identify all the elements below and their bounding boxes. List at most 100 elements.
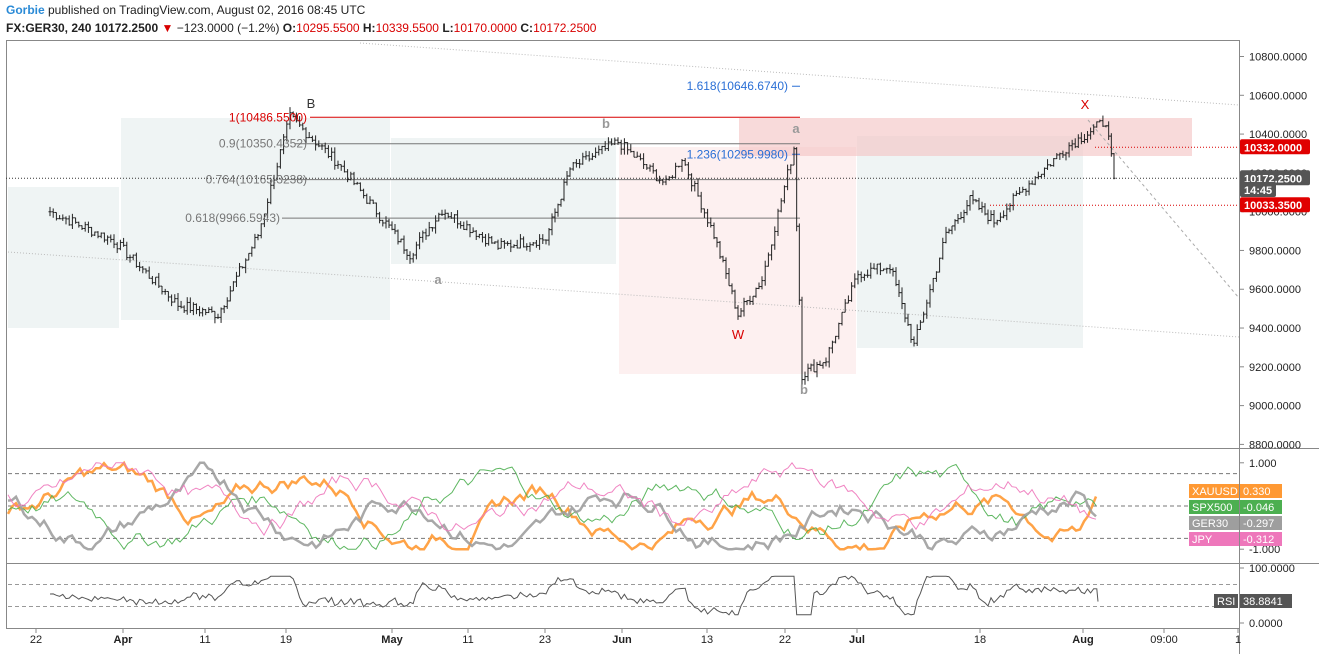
zone-rectangles [8,118,1192,374]
zone-box-5 [857,136,1083,348]
trend-lines [7,42,1240,338]
time-tick-label: May [381,634,403,646]
fib-label: 1.236(10295.9980) [687,147,788,161]
price-tag-bg [1240,181,1276,197]
corr-series-spx500 [7,463,1097,551]
time-tick-label: 1 [1235,634,1241,646]
wave-label-a: a [792,121,800,136]
price-tag-bg [1240,170,1310,186]
correlation-pane: 1.000 -1.000 [6,458,1280,556]
wave-label-w: W [732,327,745,342]
price-axis: 10800.000010600.000010400.000010200.0000… [1239,52,1307,451]
legend-value-bg [1240,532,1282,546]
rsi-tick-label: 0.0000 [1249,618,1283,630]
legend-name-bg [1189,516,1239,530]
price-tick-label: 10400.0000 [1249,129,1307,141]
legend-name-bg [1189,500,1239,514]
close-value: 10172.2500 [533,21,597,35]
time-tick-label: Jun [612,634,632,646]
upper-trendline [359,42,1240,106]
high-value: 10339.5500 [375,21,439,35]
price-tag-label: 14:45 [1244,185,1272,197]
time-tick-label: Jul [849,634,865,646]
fib-label: 0.618(9966.5943) [185,211,280,225]
price-tag-bg [1240,197,1310,213]
chart-frame [6,40,1319,654]
price-tick-label: 10600.0000 [1249,90,1307,102]
legend-value-bg [1240,500,1282,514]
open-value: 10295.5500 [296,21,360,35]
corr-series-ger30 [7,461,1097,552]
wave-label-a: a [434,272,442,287]
legend-value: -0.297 [1243,518,1274,530]
wave-label-x: X [1081,97,1090,112]
open-label: O: [282,21,297,35]
rsi-name: RSI [1217,596,1235,608]
corr-tick-label: -1.000 [1249,544,1280,556]
legend-value: 0.330 [1243,486,1271,498]
low-value: 10170.0000 [453,21,518,35]
zone-box-6 [739,118,1192,156]
time-tick-label: 13 [701,634,713,646]
legend-value: -0.312 [1243,534,1274,546]
legend-name-bg [1189,532,1239,546]
fib-label: 1.618(10646.6740) [687,79,788,93]
price-tick-label: 9400.0000 [1249,323,1301,335]
low-label: L: [442,21,454,35]
time-tick-label: 11 [462,634,473,646]
legend-name: GER30 [1192,518,1228,530]
price-tick-label: 10800.0000 [1249,52,1307,64]
down-triangle-icon: ▼ [161,21,174,35]
wave-label-b: b [602,116,610,131]
price-tick-label: 9800.0000 [1249,245,1301,257]
zone-box-2 [121,118,390,320]
legend-name: JPY [1192,534,1213,546]
rsi-tick-label: 100.0000 [1249,563,1295,575]
price-tag-label: 10033.3500 [1244,200,1302,212]
fib-lines [282,85,800,219]
time-tick-label: 19 [280,634,292,646]
time-tick-label: 22 [30,634,42,646]
time-tick-label: Apr [114,634,134,646]
high-label: H: [362,21,376,35]
correlation-legend: XAUUSD 0.330 SPX500 -0.046 GER30 -0.297 JPY -0.… [1189,484,1282,546]
legend-name: SPX500 [1192,502,1232,514]
price-change: −123.0000 (−1.2%) [176,21,280,35]
time-tick-label: 11 [199,634,210,646]
publish-line: Gorbie published on TradingView.com, Aug… [6,3,365,17]
price-tick-label: 9600.0000 [1249,284,1301,296]
symbol-name: FX:GER30, 240 [6,21,92,35]
fib-label: 0.9(10350.4352) [219,137,307,151]
candle-series [48,107,1116,386]
fib-label: 1(10486.5500) [229,110,307,124]
price-tag-bg [1240,139,1310,155]
last-price: 10172.2500 [94,21,159,35]
rsi-name-bg [1214,594,1238,608]
legend-value: -0.046 [1243,502,1274,514]
wave-label-b: b [800,382,808,397]
corr-series-jpy [7,461,1097,537]
wave-labels: Ba b Wa b X [307,96,1090,397]
rsi-line [49,575,1099,616]
wave-label-b: B [307,96,316,111]
zone-box-3 [391,138,616,264]
zone-box-1 [8,187,119,328]
legend-name: XAUUSD [1192,486,1238,498]
legend-value-bg [1240,516,1282,530]
price-tick-label: 8800.0000 [1249,439,1301,451]
published-text: published on TradingView.com, August 02,… [44,3,366,17]
time-tick-label: 22 [779,634,791,646]
rsi-value-bg [1240,594,1292,608]
time-axis: 22 Apr 11 19 May 11 23 Jun 13 22 Jul 18 Aug 09:00 1 [30,628,1241,646]
symbol-line: FX:GER30, 240 10172.2500 ▼ −123.0000 (−1… [6,21,596,35]
time-tick-label: Aug [1072,634,1093,646]
author-link[interactable]: Gorbie [6,3,45,17]
corr-tick-label: 1.000 [1249,458,1277,470]
time-tick-label: 23 [539,634,551,646]
projection-line [1087,119,1240,299]
close-label: C: [520,21,534,35]
price-tag-label: 10332.0000 [1244,142,1302,154]
price-tick-label: 9200.0000 [1249,362,1301,374]
